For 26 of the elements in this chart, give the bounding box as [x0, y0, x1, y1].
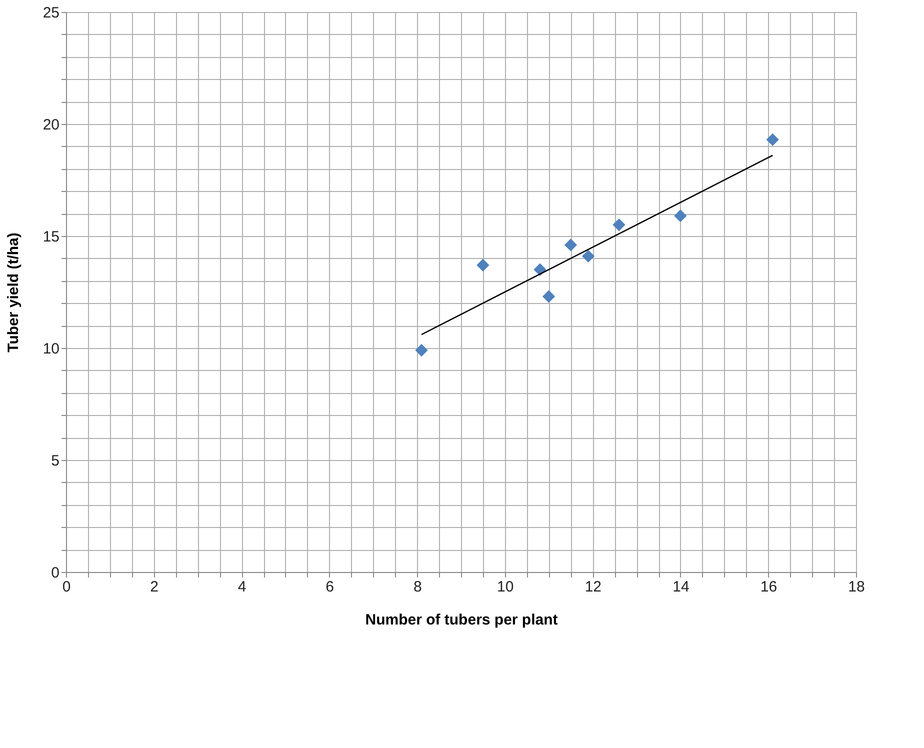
- y-tick-label: 0: [51, 564, 60, 582]
- x-axis-title: Number of tubers per plant: [365, 612, 558, 628]
- x-tick-label: 14: [672, 578, 690, 596]
- point: [476, 258, 490, 272]
- y-tick-label: 25: [42, 4, 60, 22]
- y-tick-label: 5: [51, 452, 60, 470]
- point: [582, 250, 595, 262]
- x-tick-label: 12: [584, 578, 602, 596]
- y-tick-label: 10: [42, 340, 60, 358]
- point: [612, 218, 626, 232]
- x-tick-label: 18: [848, 578, 865, 596]
- x-tick-label: 6: [326, 578, 334, 596]
- y-axis-title: Tuber yield (t/ha): [4, 232, 22, 352]
- point: [564, 238, 578, 252]
- point: [415, 344, 428, 357]
- x-tick-label: 0: [62, 578, 71, 596]
- x-tick-label: 8: [413, 578, 422, 596]
- x-tick-label: 4: [238, 578, 246, 596]
- point: [542, 290, 556, 303]
- x-tick-label: 10: [497, 578, 514, 596]
- point: [674, 210, 687, 222]
- y-tick-label: 15: [42, 228, 60, 246]
- point: [766, 133, 779, 146]
- x-tick-label: 16: [760, 578, 778, 596]
- y-tick-label: 20: [42, 116, 60, 134]
- x-tick-label: 2: [150, 578, 158, 596]
